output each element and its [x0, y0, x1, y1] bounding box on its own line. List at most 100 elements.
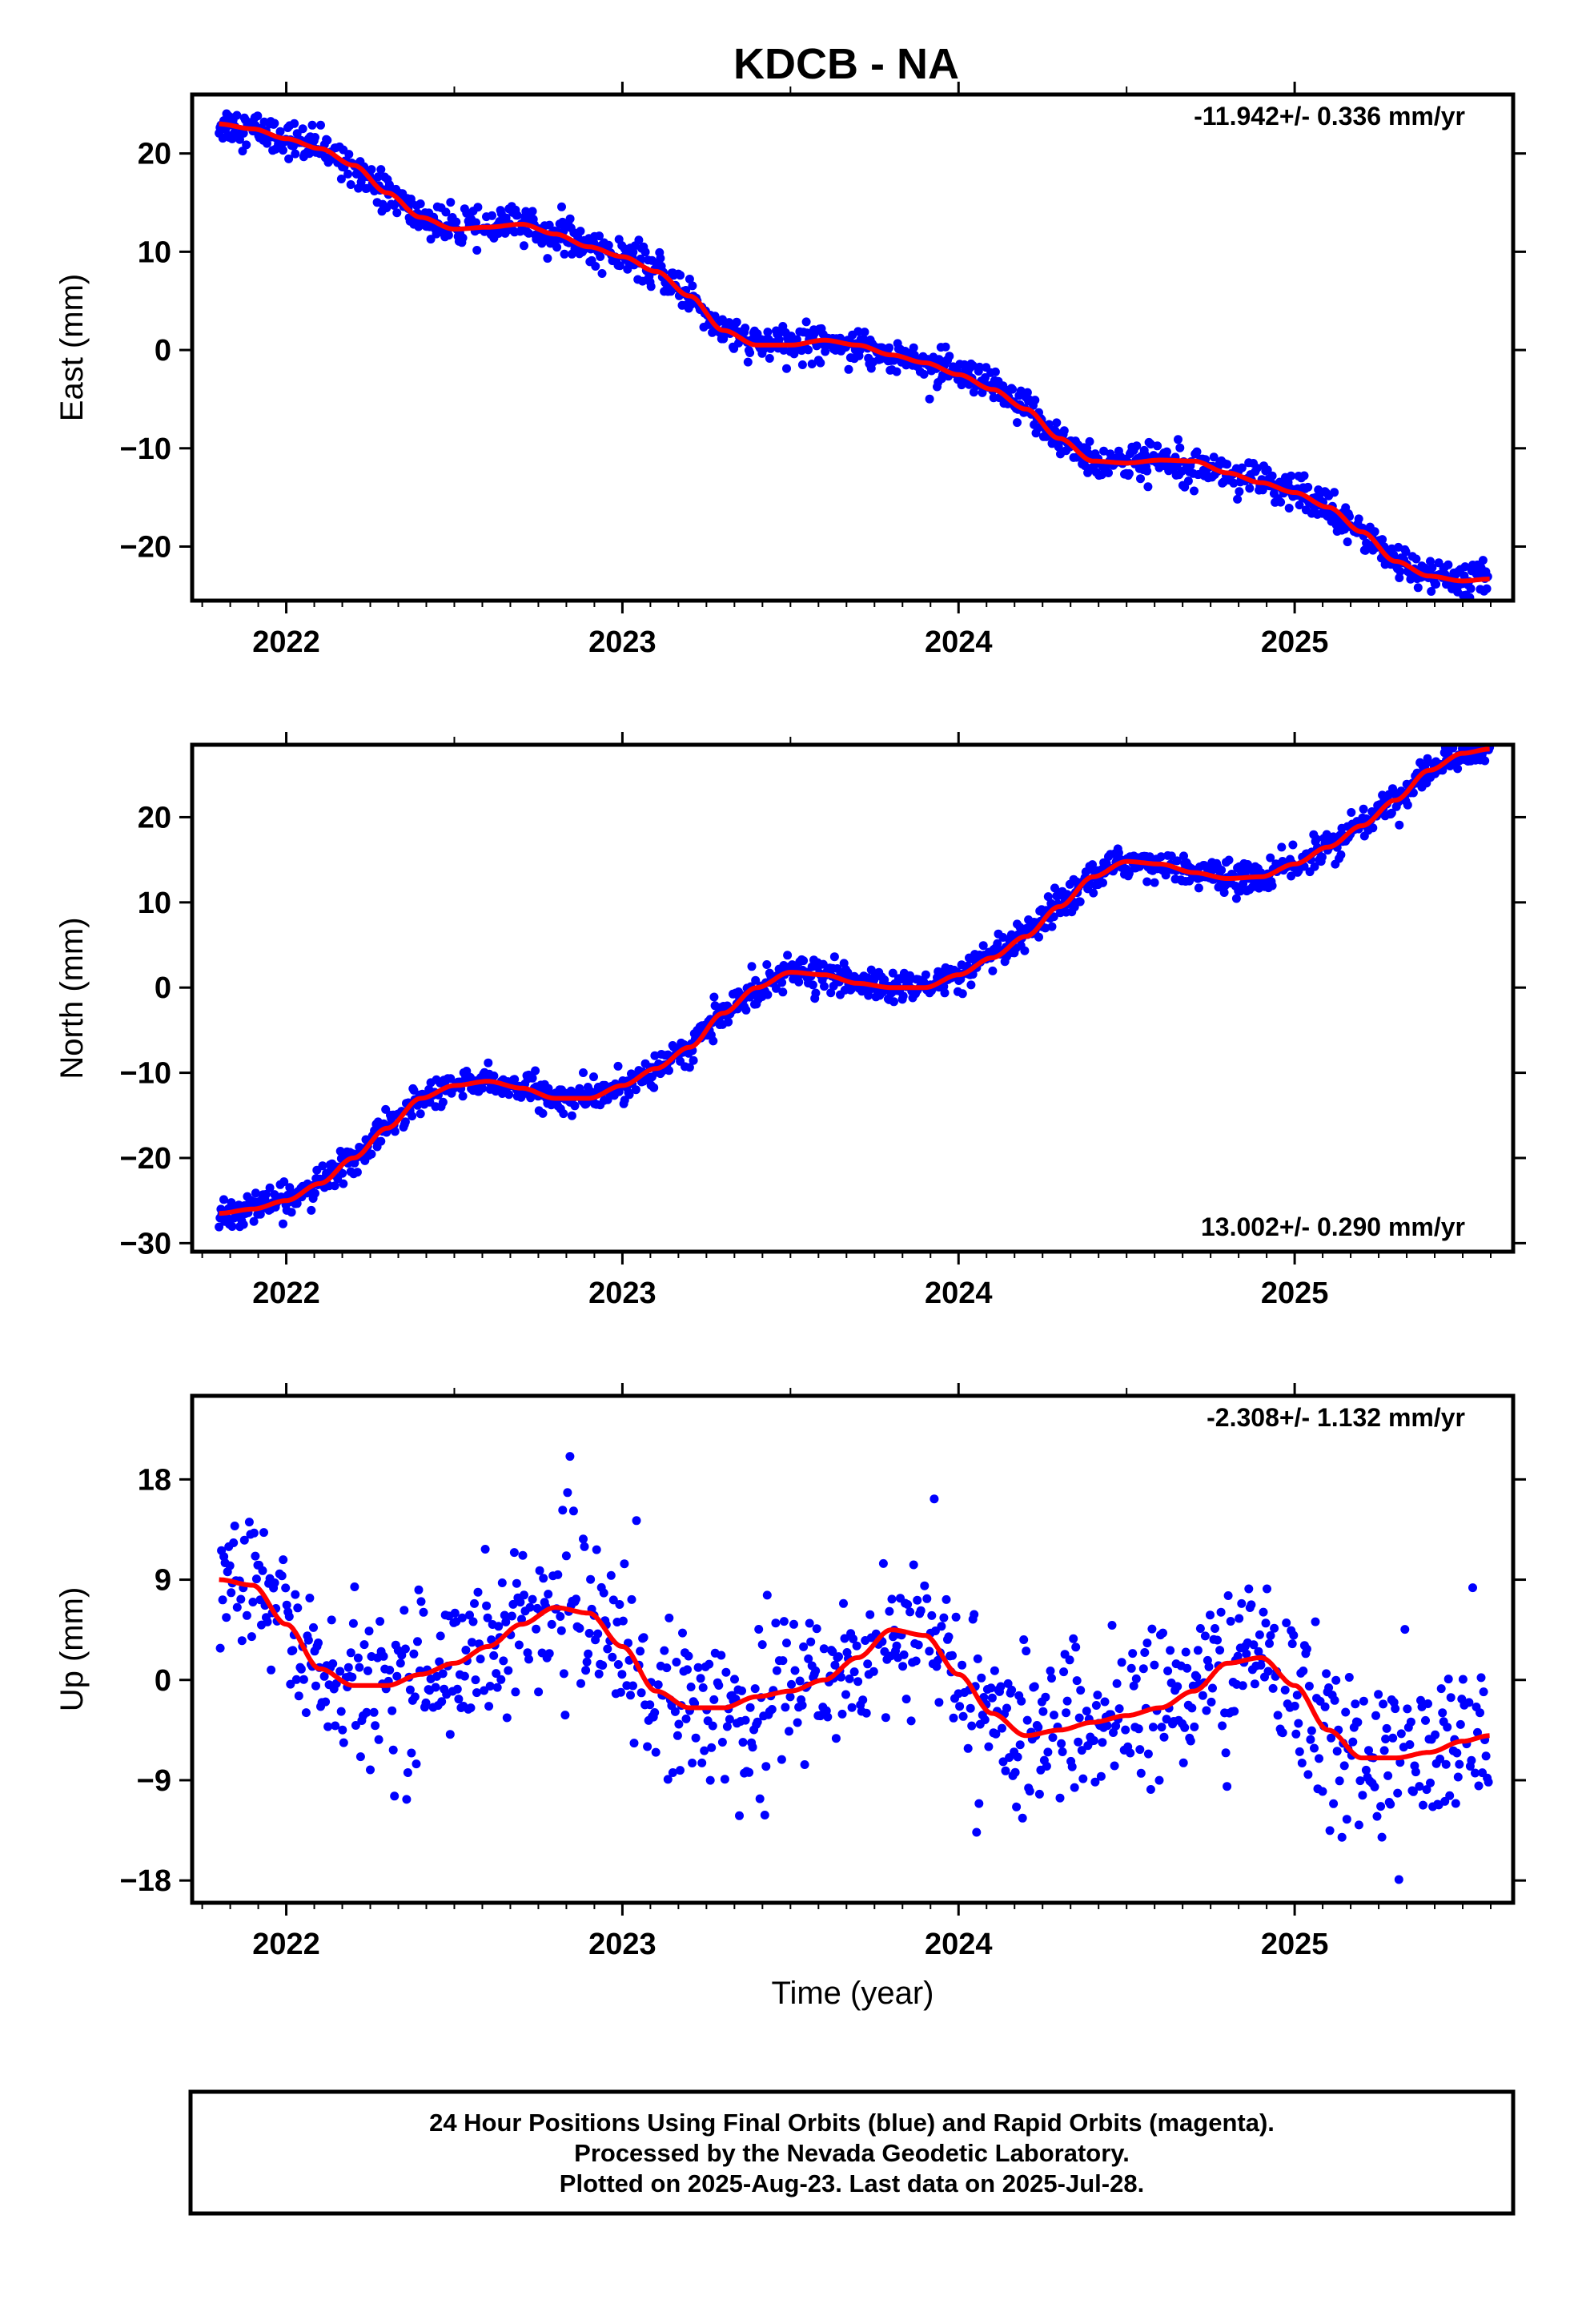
- data-point: [270, 119, 279, 128]
- data-point: [1478, 556, 1488, 565]
- data-point: [504, 1666, 513, 1675]
- y-tick-label: 0: [155, 971, 171, 1005]
- data-point: [1034, 1723, 1043, 1732]
- data-point: [1423, 1699, 1432, 1708]
- data-point: [538, 1108, 548, 1118]
- data-point: [1378, 535, 1387, 545]
- data-point: [1224, 855, 1234, 865]
- data-point: [1124, 869, 1134, 879]
- data-point: [350, 1582, 359, 1591]
- data-point: [806, 1637, 816, 1647]
- data-point: [665, 1613, 674, 1622]
- data-point: [279, 1219, 287, 1228]
- data-point: [812, 1624, 821, 1634]
- data-point: [1065, 1655, 1074, 1665]
- data-point: [1266, 1630, 1275, 1640]
- data-point: [1255, 1630, 1264, 1639]
- data-point: [1466, 584, 1476, 593]
- data-point: [1078, 1774, 1088, 1783]
- data-point: [579, 1534, 588, 1544]
- data-point: [1043, 892, 1053, 902]
- data-point: [458, 233, 468, 243]
- data-point: [705, 1659, 714, 1669]
- data-point: [461, 1646, 471, 1655]
- data-point: [500, 1610, 509, 1620]
- data-point: [1058, 1747, 1067, 1756]
- data-point: [857, 987, 866, 996]
- data-point: [292, 1199, 302, 1208]
- data-point: [482, 1601, 492, 1610]
- data-point: [1025, 1787, 1034, 1796]
- data-point: [247, 1632, 256, 1642]
- data-point: [1361, 1765, 1371, 1775]
- data-point: [392, 208, 402, 218]
- data-point: [1441, 1759, 1451, 1769]
- data-point: [1107, 1621, 1117, 1630]
- data-point: [906, 1716, 916, 1726]
- data-point: [307, 1205, 316, 1215]
- data-point: [1482, 584, 1492, 593]
- data-point: [1041, 1692, 1050, 1702]
- data-point: [1368, 823, 1378, 833]
- data-point: [1150, 1660, 1159, 1670]
- data-point: [1179, 851, 1188, 861]
- data-point: [1015, 1740, 1025, 1750]
- data-point: [1436, 1684, 1446, 1694]
- data-point: [1254, 1647, 1263, 1656]
- data-point: [1445, 1791, 1455, 1800]
- data-point: [1223, 460, 1232, 469]
- data-point: [1438, 1708, 1447, 1718]
- data-point: [1422, 1785, 1431, 1795]
- data-point: [958, 1711, 968, 1721]
- data-point: [473, 1587, 483, 1597]
- data-point: [1473, 1727, 1482, 1737]
- data-point: [1325, 1826, 1335, 1835]
- data-point: [1100, 1697, 1110, 1707]
- data-point: [1331, 1675, 1341, 1685]
- data-point: [408, 1112, 417, 1121]
- data-point: [458, 1092, 468, 1101]
- data-point: [291, 1675, 301, 1684]
- data-point: [290, 119, 299, 128]
- data-point: [362, 1707, 371, 1717]
- data-point: [979, 1693, 989, 1702]
- data-point: [688, 281, 697, 291]
- data-point: [405, 1685, 415, 1695]
- data-point: [1211, 1624, 1219, 1633]
- data-point: [913, 1640, 923, 1650]
- data-point: [860, 328, 869, 337]
- data-point: [1089, 1736, 1098, 1745]
- data-point: [674, 1719, 684, 1729]
- data-point: [1175, 443, 1185, 452]
- data-point: [460, 1671, 469, 1681]
- data-point: [1136, 474, 1145, 484]
- data-point: [1156, 852, 1166, 862]
- data-point: [1143, 1749, 1153, 1759]
- data-point: [1306, 1735, 1315, 1744]
- data-point: [284, 154, 294, 163]
- data-point: [945, 352, 954, 361]
- data-point: [738, 1738, 748, 1747]
- data-point: [431, 1683, 440, 1692]
- data-point: [887, 1594, 897, 1604]
- data-point: [939, 1613, 949, 1622]
- data-point: [396, 1659, 405, 1668]
- data-point: [852, 1641, 861, 1651]
- data-point: [754, 1625, 764, 1634]
- data-point: [1287, 871, 1296, 881]
- y-tick-label: −10: [120, 1057, 171, 1091]
- data-point: [488, 211, 496, 220]
- data-point: [576, 227, 585, 236]
- data-point: [559, 1109, 568, 1119]
- data-point: [435, 1657, 444, 1667]
- data-point: [1294, 1719, 1303, 1728]
- data-point: [988, 966, 998, 975]
- north-panel: 2022 2023 2024 2025 −30 −20 −10 0 10 20 North (mm…: [54, 732, 1526, 1310]
- y-tick-label: −18: [120, 1864, 171, 1898]
- plot-title: KDCB - NA: [733, 40, 959, 88]
- data-point: [232, 111, 242, 120]
- data-point: [1174, 435, 1182, 444]
- data-point: [689, 1055, 698, 1065]
- data-point: [649, 1083, 659, 1092]
- data-point: [1131, 1674, 1141, 1683]
